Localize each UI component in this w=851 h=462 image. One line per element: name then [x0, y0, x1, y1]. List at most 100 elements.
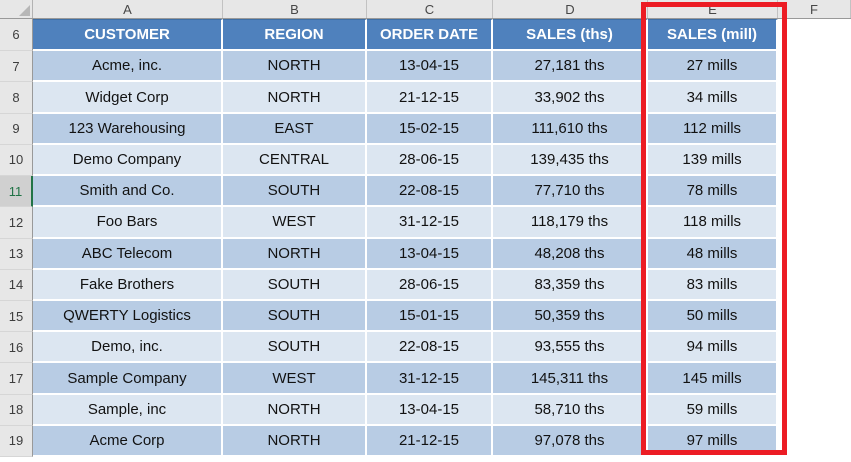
table-cell[interactable]: 13-04-15: [367, 51, 493, 83]
table-cell[interactable]: Acme Corp: [33, 425, 223, 458]
table-cell[interactable]: 50,359 ths: [493, 300, 648, 333]
row-header-13[interactable]: 13: [0, 238, 33, 270]
table-cell[interactable]: ABC Telecom: [33, 238, 223, 270]
table-cell[interactable]: 21-12-15: [367, 82, 493, 114]
row-header-6[interactable]: 6: [0, 19, 33, 52]
table-cell[interactable]: 28-06-15: [367, 269, 493, 301]
table-cell[interactable]: QWERTY Logistics: [33, 300, 223, 333]
table-cell[interactable]: SOUTH: [223, 332, 367, 364]
table-cell[interactable]: NORTH: [223, 82, 367, 114]
row-header-16[interactable]: 16: [0, 332, 33, 364]
table-cell[interactable]: 50 mills: [648, 300, 778, 333]
row-header-19[interactable]: 19: [0, 425, 33, 458]
table-cell[interactable]: 13-04-15: [367, 238, 493, 270]
empty-cell-F[interactable]: [778, 394, 851, 426]
table-cell[interactable]: 145,311 ths: [493, 363, 648, 395]
column-header-B[interactable]: B: [223, 0, 367, 18]
table-cell[interactable]: 31-12-15: [367, 207, 493, 239]
table-cell[interactable]: 31-12-15: [367, 363, 493, 395]
row-header-15[interactable]: 15: [0, 300, 33, 333]
table-cell[interactable]: NORTH: [223, 51, 367, 83]
table-cell[interactable]: NORTH: [223, 394, 367, 426]
empty-cell-F[interactable]: [778, 176, 851, 208]
table-cell[interactable]: Smith and Co.: [33, 176, 223, 208]
table-header-cell[interactable]: SALES (ths): [493, 19, 648, 52]
row-header-10[interactable]: 10: [0, 144, 33, 177]
empty-cell-F[interactable]: [778, 363, 851, 395]
table-cell[interactable]: 111,610 ths: [493, 113, 648, 145]
column-header-A[interactable]: A: [33, 0, 223, 18]
table-header-cell[interactable]: REGION: [223, 19, 367, 52]
empty-cell-F[interactable]: [778, 19, 851, 52]
select-all-corner[interactable]: [0, 0, 33, 18]
table-cell[interactable]: 139,435 ths: [493, 144, 648, 177]
table-cell[interactable]: WEST: [223, 363, 367, 395]
table-cell[interactable]: WEST: [223, 207, 367, 239]
table-cell[interactable]: 48 mills: [648, 238, 778, 270]
table-cell[interactable]: 83 mills: [648, 269, 778, 301]
table-cell[interactable]: Widget Corp: [33, 82, 223, 114]
table-cell[interactable]: 58,710 ths: [493, 394, 648, 426]
row-header-17[interactable]: 17: [0, 363, 33, 395]
empty-cell-F[interactable]: [778, 269, 851, 301]
table-cell[interactable]: 33,902 ths: [493, 82, 648, 114]
table-cell[interactable]: 27,181 ths: [493, 51, 648, 83]
table-cell[interactable]: 93,555 ths: [493, 332, 648, 364]
row-header-14[interactable]: 14: [0, 269, 33, 301]
table-cell[interactable]: 118,179 ths: [493, 207, 648, 239]
table-cell[interactable]: 34 mills: [648, 82, 778, 114]
empty-cell-F[interactable]: [778, 332, 851, 364]
row-header-9[interactable]: 9: [0, 113, 33, 145]
table-cell[interactable]: 94 mills: [648, 332, 778, 364]
table-header-cell[interactable]: ORDER DATE: [367, 19, 493, 52]
row-header-8[interactable]: 8: [0, 82, 33, 114]
table-cell[interactable]: SOUTH: [223, 300, 367, 333]
table-cell[interactable]: 112 mills: [648, 113, 778, 145]
empty-cell-F[interactable]: [778, 207, 851, 239]
table-cell[interactable]: NORTH: [223, 425, 367, 458]
row-header-18[interactable]: 18: [0, 394, 33, 426]
table-cell[interactable]: 22-08-15: [367, 332, 493, 364]
empty-cell-F[interactable]: [778, 113, 851, 145]
column-header-F[interactable]: F: [778, 0, 851, 18]
table-cell[interactable]: Sample, inc: [33, 394, 223, 426]
table-cell[interactable]: Acme, inc.: [33, 51, 223, 83]
table-cell[interactable]: 78 mills: [648, 176, 778, 208]
empty-cell-F[interactable]: [778, 144, 851, 177]
table-cell[interactable]: 83,359 ths: [493, 269, 648, 301]
table-cell[interactable]: Demo Company: [33, 144, 223, 177]
table-cell[interactable]: 145 mills: [648, 363, 778, 395]
table-cell[interactable]: 97,078 ths: [493, 425, 648, 458]
table-cell[interactable]: 123 Warehousing: [33, 113, 223, 145]
table-cell[interactable]: NORTH: [223, 238, 367, 270]
empty-cell-F[interactable]: [778, 300, 851, 333]
table-cell[interactable]: 97 mills: [648, 425, 778, 458]
table-cell[interactable]: 21-12-15: [367, 425, 493, 458]
table-cell[interactable]: 118 mills: [648, 207, 778, 239]
empty-cell-F[interactable]: [778, 425, 851, 458]
column-header-D[interactable]: D: [493, 0, 648, 18]
empty-cell-F[interactable]: [778, 238, 851, 270]
table-cell[interactable]: 139 mills: [648, 144, 778, 177]
table-cell[interactable]: EAST: [223, 113, 367, 145]
table-cell[interactable]: Foo Bars: [33, 207, 223, 239]
table-header-cell[interactable]: SALES (mill): [648, 19, 778, 52]
table-cell[interactable]: 59 mills: [648, 394, 778, 426]
table-cell[interactable]: 28-06-15: [367, 144, 493, 177]
table-header-cell[interactable]: CUSTOMER: [33, 19, 223, 52]
table-cell[interactable]: 22-08-15: [367, 176, 493, 208]
table-cell[interactable]: 13-04-15: [367, 394, 493, 426]
table-cell[interactable]: Fake Brothers: [33, 269, 223, 301]
table-cell[interactable]: 27 mills: [648, 51, 778, 83]
row-header-11[interactable]: 11: [0, 176, 33, 208]
empty-cell-F[interactable]: [778, 51, 851, 83]
empty-cell-F[interactable]: [778, 82, 851, 114]
row-header-12[interactable]: 12: [0, 207, 33, 239]
table-cell[interactable]: CENTRAL: [223, 144, 367, 177]
table-cell[interactable]: 15-01-15: [367, 300, 493, 333]
column-header-E[interactable]: E: [648, 0, 778, 18]
column-header-C[interactable]: C: [367, 0, 493, 18]
table-cell[interactable]: Sample Company: [33, 363, 223, 395]
row-header-7[interactable]: 7: [0, 51, 33, 83]
table-cell[interactable]: 77,710 ths: [493, 176, 648, 208]
